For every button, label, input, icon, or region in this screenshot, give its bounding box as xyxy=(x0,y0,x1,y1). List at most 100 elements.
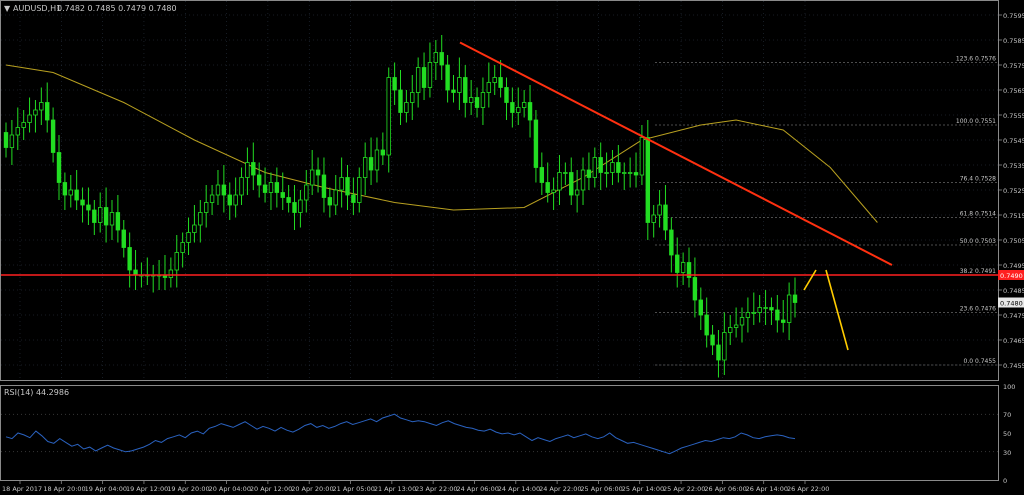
moving-average xyxy=(5,64,878,223)
rsi-label: RSI(14) 44.2986 xyxy=(4,388,69,397)
forecast-up-arrow xyxy=(803,269,817,291)
candle-body xyxy=(516,107,521,113)
time-tick-label: 18 Apr 20:00 xyxy=(43,485,85,493)
candle-body xyxy=(74,189,79,201)
symbol-label: AUDUSD,H1 xyxy=(13,4,61,13)
candle-body xyxy=(474,97,480,108)
candle-body xyxy=(304,184,309,201)
candle-body xyxy=(386,77,391,156)
price-tick-label: 0.7455 xyxy=(1003,362,1024,370)
candle-body xyxy=(56,152,62,183)
candle-body xyxy=(392,77,397,91)
candle-body xyxy=(127,247,132,271)
candle-body xyxy=(680,262,686,273)
candle-body xyxy=(657,204,662,216)
candle-body xyxy=(745,312,751,318)
candle-body xyxy=(445,64,450,91)
candle-body xyxy=(327,197,333,206)
time-tick-label: 25 Apr 22:00 xyxy=(663,485,705,493)
candle-body xyxy=(710,334,715,346)
candle-body xyxy=(280,192,285,198)
candle-body xyxy=(50,119,56,153)
candle-body xyxy=(439,52,444,66)
time-tick-label: 26 Apr 22:00 xyxy=(787,485,829,493)
rsi-tick-label: 70 xyxy=(1003,411,1011,419)
candle-body xyxy=(339,177,344,191)
rsi-tick-label: 50 xyxy=(1003,430,1011,438)
candle-body xyxy=(598,157,603,173)
candle-body xyxy=(633,172,639,176)
fib-level-label: 61.8 0.7514 xyxy=(960,211,996,218)
candle-body xyxy=(274,182,280,193)
candle-body xyxy=(539,167,545,183)
candle-body xyxy=(115,212,121,231)
price-tick-label: 0.7595 xyxy=(1003,12,1024,20)
candle-body xyxy=(433,52,439,63)
candle-body xyxy=(551,189,556,193)
candle-body xyxy=(345,177,350,196)
candle-body xyxy=(616,162,621,173)
candle-body xyxy=(168,269,174,278)
candle-body xyxy=(404,102,409,113)
symbol-dropdown-icon[interactable]: ▼ xyxy=(4,4,11,13)
overlays: 0.7490 0.7480 xyxy=(1,41,1024,351)
candle-body xyxy=(451,89,456,93)
time-tick-label: 19 Apr 12:00 xyxy=(126,485,168,493)
candle-body xyxy=(751,312,756,314)
rsi-tick-label: 100 xyxy=(1003,383,1015,391)
candle-body xyxy=(569,172,574,196)
candle-body xyxy=(692,277,698,301)
time-tick-label: 18 Apr 2017 xyxy=(2,485,42,493)
candle-body xyxy=(716,344,721,361)
candle-body xyxy=(580,169,586,191)
candle-body xyxy=(109,212,115,226)
candle-body xyxy=(357,177,362,203)
candle-body xyxy=(374,149,380,171)
candle-body xyxy=(45,102,50,121)
candle-body xyxy=(86,204,91,211)
rsi-tick-label: 0 xyxy=(1003,477,1007,485)
price-tick-label: 0.7545 xyxy=(1003,137,1024,145)
candle-body xyxy=(298,199,303,213)
candle-body xyxy=(186,232,191,243)
candle-body xyxy=(421,67,427,88)
candles xyxy=(3,35,798,378)
candle-body xyxy=(574,189,580,196)
candle-body xyxy=(645,137,650,223)
candle-body xyxy=(380,149,386,156)
current-price-label: 0.7480 xyxy=(1000,300,1023,308)
candle-body xyxy=(675,254,680,273)
price-tick-label: 0.7475 xyxy=(1003,312,1024,320)
candle-body xyxy=(610,162,615,173)
candle-body xyxy=(704,314,709,336)
candle-body xyxy=(33,109,38,116)
candle-body xyxy=(21,122,26,128)
time-tick-label: 24 Apr 06:00 xyxy=(456,485,498,493)
candle-body xyxy=(321,174,327,198)
time-tick-label: 19 Apr 20:00 xyxy=(167,485,209,493)
main-panel-frame xyxy=(0,0,999,381)
candle-body xyxy=(563,172,568,174)
candle-body xyxy=(510,102,515,113)
candle-body xyxy=(221,184,227,196)
candle-body xyxy=(203,202,209,213)
candle-body xyxy=(80,199,85,206)
time-tick-label: 20 Apr 12:00 xyxy=(250,485,292,493)
candle-body xyxy=(62,182,68,196)
candle-body xyxy=(627,172,633,174)
candle-body xyxy=(728,327,733,333)
candle-body xyxy=(698,299,703,316)
candle-body xyxy=(545,182,550,193)
candle-body xyxy=(792,294,798,303)
candle-body xyxy=(68,189,73,196)
support-price-tag xyxy=(998,270,1024,280)
rsi-indicator: 100 70 50 30 0 xyxy=(1,383,1015,485)
candle-body xyxy=(463,77,468,103)
support-price-label: 0.7490 xyxy=(1000,272,1023,280)
time-tick-label: 24 Apr 22:00 xyxy=(539,485,581,493)
candle-body xyxy=(468,97,474,103)
candle-body xyxy=(103,207,109,226)
candle-body xyxy=(592,157,598,178)
